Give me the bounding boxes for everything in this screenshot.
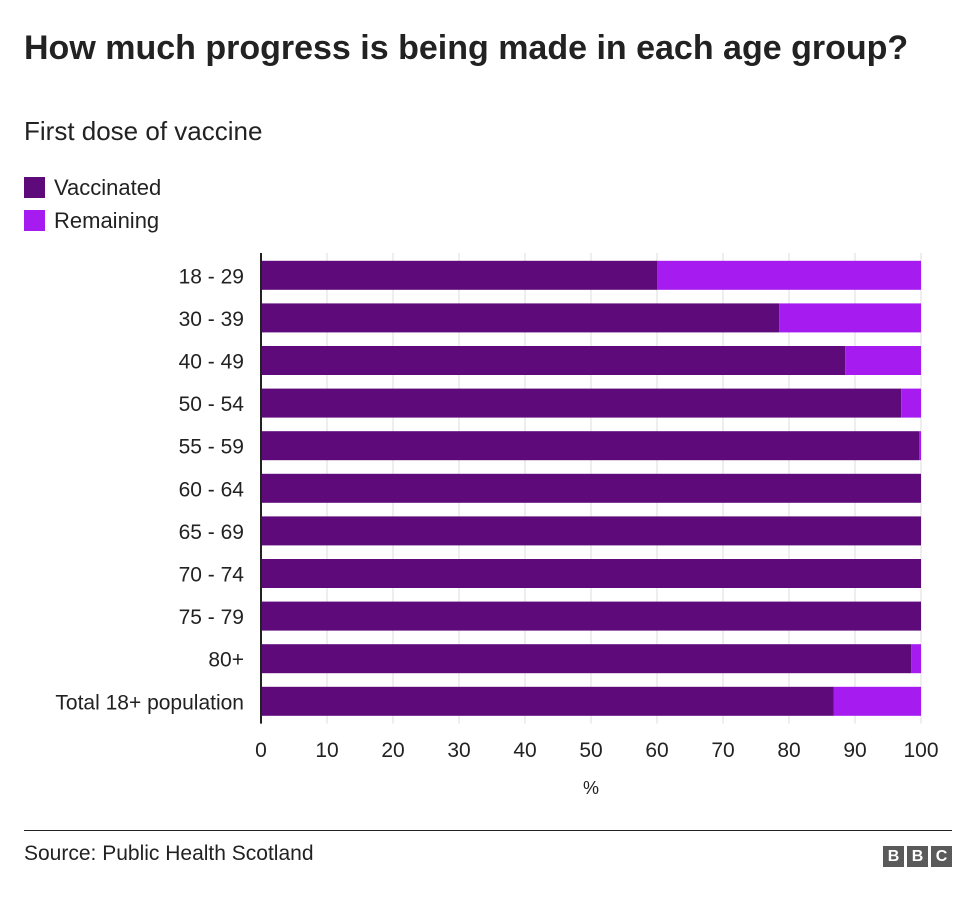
bar-segment-vaccinated [261, 346, 846, 375]
legend-item-vaccinated: Vaccinated [24, 171, 161, 204]
x-tick-label: 30 [447, 739, 470, 762]
bbc-logo: B B C [883, 846, 952, 867]
category-label: 60 - 64 [179, 478, 245, 501]
category-label: 65 - 69 [179, 521, 244, 544]
bar-chart: 18 - 29 30 - 39 40 - 49 50 - 54 55 - 59 60 - … [55, 253, 939, 798]
bar-segment-remaining [911, 644, 921, 674]
x-tick-label: 90 [843, 739, 866, 762]
category-label: 40 - 49 [179, 351, 244, 374]
bar-segment-vaccinated [261, 559, 921, 588]
x-tick-label: 10 [315, 739, 338, 762]
bar-segment-vaccinated [261, 473, 921, 503]
bar-segment-vaccinated [261, 601, 921, 631]
x-tick-label: 50 [579, 739, 602, 762]
bar-segment-vaccinated [261, 303, 780, 333]
legend-label-vaccinated: Vaccinated [54, 174, 162, 200]
bbc-logo-block: C [931, 846, 952, 867]
bar-segment-remaining [845, 346, 921, 375]
legend-label-remaining: Remaining [54, 207, 160, 233]
x-tick-label: 20 [381, 739, 404, 762]
chart-subtitle: First dose of vaccine [24, 116, 263, 146]
x-tick-label: 70 [711, 739, 734, 762]
x-tick-label: 0 [255, 739, 267, 762]
bar-segment-remaining [919, 431, 921, 461]
category-label: 55 - 59 [179, 436, 244, 459]
category-label: 18 - 29 [179, 265, 244, 288]
bar-segment-vaccinated [261, 388, 902, 418]
source-text: Source: Public Health Scotland [24, 842, 314, 865]
category-label: 30 - 39 [179, 308, 244, 331]
x-tick-label: 100 [903, 739, 938, 762]
category-label: Total 18+ population [55, 691, 244, 714]
x-tick-label: 80 [777, 739, 800, 762]
category-label: 75 - 79 [179, 606, 244, 629]
bbc-logo-block: B [907, 846, 928, 867]
bar-segment-remaining [901, 388, 921, 418]
bbc-logo-block: B [883, 846, 904, 867]
category-label: 80+ [208, 649, 244, 672]
bar-segment-vaccinated [261, 644, 912, 674]
legend-item-remaining: Remaining [24, 204, 161, 237]
bar-segment-remaining [779, 303, 921, 333]
footer-divider [24, 830, 952, 831]
category-label: 70 - 74 [179, 564, 245, 587]
chart-title: How much progress is being made in each … [24, 29, 909, 67]
bar-segment-vaccinated [261, 431, 920, 461]
bar-segment-vaccinated [261, 686, 834, 716]
bar-segment-remaining [657, 260, 921, 290]
bar-segment-remaining [833, 686, 921, 716]
x-tick-label: 60 [645, 739, 668, 762]
x-tick-label: 40 [513, 739, 536, 762]
legend: Vaccinated Remaining [24, 171, 161, 237]
bar-segment-vaccinated [261, 516, 921, 546]
category-label: 50 - 54 [179, 393, 245, 416]
legend-swatch-remaining [24, 210, 45, 231]
legend-swatch-vaccinated [24, 177, 45, 198]
bar-segment-vaccinated [261, 260, 657, 290]
x-axis-label: % [583, 778, 599, 798]
